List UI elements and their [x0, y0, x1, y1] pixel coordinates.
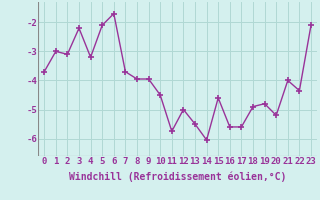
X-axis label: Windchill (Refroidissement éolien,°C): Windchill (Refroidissement éolien,°C) — [69, 172, 286, 182]
